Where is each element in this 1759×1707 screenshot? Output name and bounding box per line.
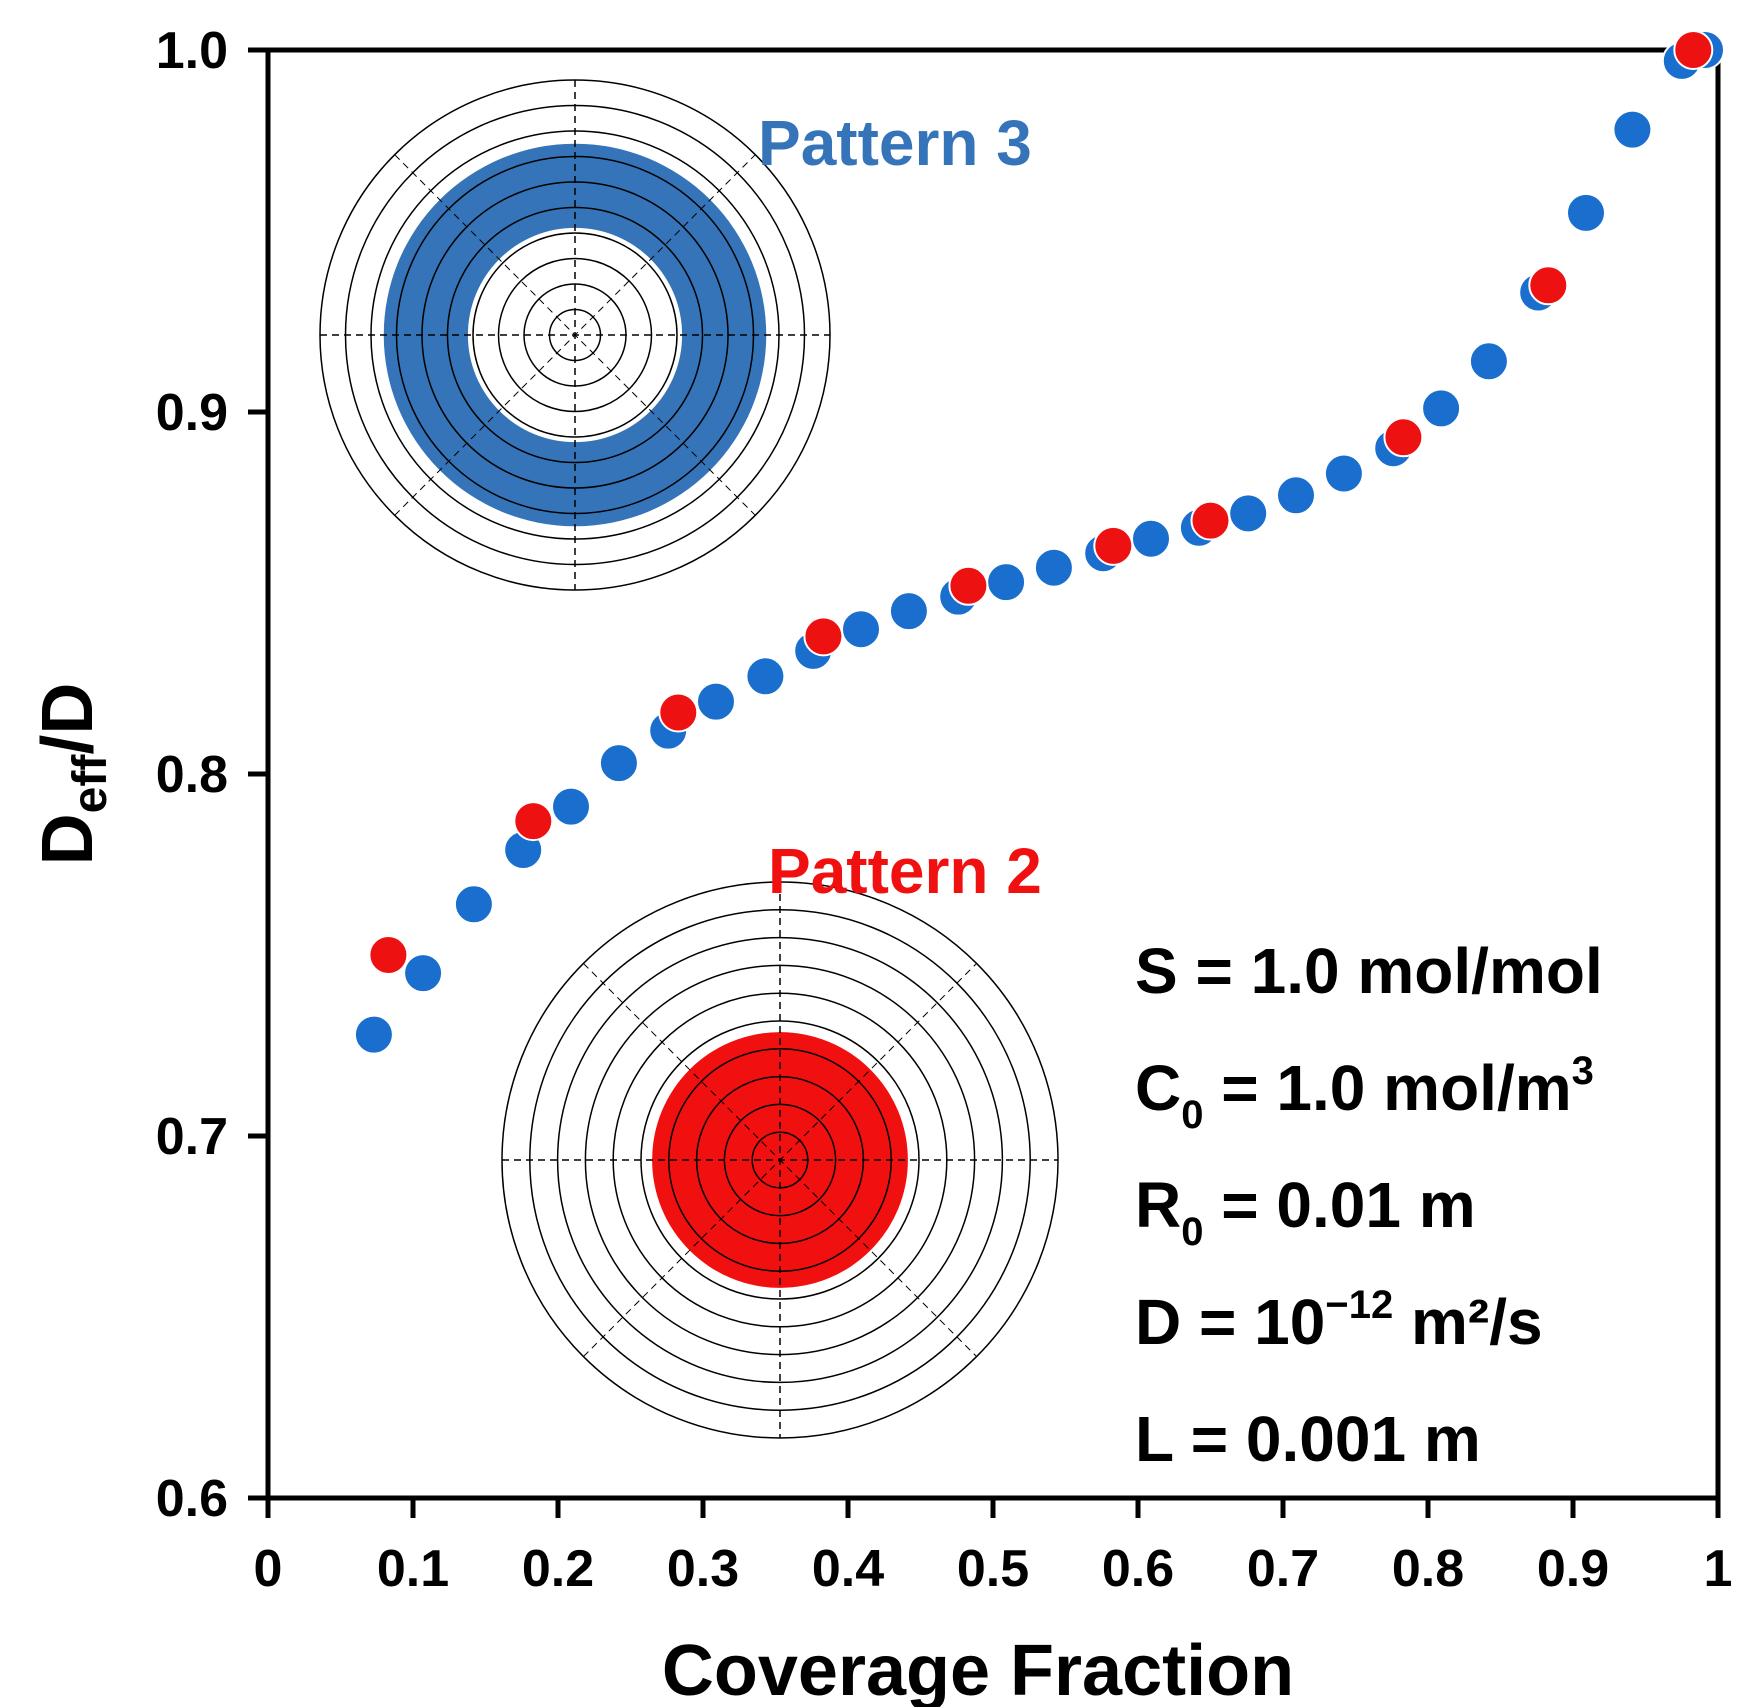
x-tick-label: 1 — [1704, 1540, 1733, 1598]
pattern2-point — [1093, 525, 1134, 566]
pattern3-point — [986, 562, 1027, 603]
pattern3-point — [1276, 475, 1316, 516]
x-tick-label: 0.9 — [1537, 1540, 1609, 1598]
pattern2-diagram — [501, 881, 1059, 1439]
pattern2-label: Pattern 2 — [768, 835, 1042, 907]
data-points — [353, 30, 1725, 1055]
pattern3-point — [888, 591, 929, 632]
y-tick-label: 1.0 — [156, 22, 228, 80]
pattern3-point — [745, 656, 786, 697]
pattern3-point — [598, 743, 639, 784]
pattern3-point — [841, 609, 881, 650]
pattern3-point — [696, 681, 736, 722]
pattern2-point — [803, 616, 844, 657]
pattern2-point — [948, 565, 989, 606]
y-tick-label: 0.8 — [156, 746, 228, 804]
pattern3-point — [453, 884, 494, 925]
pattern2-point — [1190, 500, 1231, 541]
pattern2-point — [368, 935, 409, 975]
pattern2-point — [658, 692, 699, 733]
x-tick-label: 0.8 — [1392, 1540, 1464, 1598]
pattern3-label: Pattern 3 — [758, 107, 1032, 179]
param-line: D = 10−12 m²/s — [1135, 1283, 1543, 1358]
pattern3-point — [1131, 518, 1171, 559]
y-tick-label: 0.9 — [156, 384, 228, 442]
x-tick-label: 0.7 — [1247, 1540, 1319, 1598]
pattern2-point — [1673, 30, 1714, 70]
pattern3-point — [1612, 109, 1653, 150]
y-tick-label: 0.7 — [156, 1108, 228, 1166]
tick-labels: 0 0.1 0.2 0.3 0.4 0.5 0.6 0.7 0.8 0.9 1 0.6 0.7 0.8 0.… — [156, 22, 1733, 1598]
x-tick-label: 0 — [254, 1540, 283, 1598]
x-tick-label: 0.6 — [1102, 1540, 1174, 1598]
axis-ticks — [248, 47, 1721, 1518]
parameter-block: S = 1.0 mol/mol C0 = 1.0 mol/m3 R0 = 0.01 … — [1135, 935, 1603, 1475]
param-line: L = 0.001 m — [1135, 1403, 1481, 1475]
y-axis-title: Deff/D — [28, 683, 117, 866]
y-tick-label: 0.6 — [156, 1470, 228, 1528]
pattern3-point — [353, 1014, 394, 1055]
y-axis-title-main: D — [28, 813, 108, 865]
target-ring — [497, 257, 653, 413]
pattern3-point — [1228, 493, 1269, 534]
target-ring — [446, 206, 704, 464]
pattern3-point — [1566, 192, 1606, 233]
target-ring — [472, 232, 678, 438]
x-tick-label: 0.4 — [812, 1540, 884, 1598]
pattern3-diagram — [319, 79, 831, 591]
target-ring — [556, 936, 1004, 1384]
x-tick-label: 0.3 — [667, 1540, 739, 1598]
pattern2-point — [1528, 265, 1569, 306]
param-line: S = 1.0 mol/mol — [1135, 935, 1603, 1007]
x-tick-label: 0.2 — [522, 1540, 594, 1598]
pattern3-point — [551, 786, 591, 827]
target-diag — [583, 963, 977, 1357]
x-tick-label: 0.1 — [377, 1540, 449, 1598]
param-line: C0 = 1.0 mol/m3 — [1135, 1049, 1594, 1137]
pattern3-point — [403, 953, 444, 994]
pattern3-point — [1421, 388, 1462, 429]
y-axis-title-tail: /D — [28, 683, 108, 755]
y-axis-title-sub: eff — [64, 754, 117, 814]
pattern3-point — [1323, 453, 1364, 494]
param-line: R0 = 0.01 m — [1135, 1169, 1476, 1254]
pattern2-point — [513, 801, 554, 842]
pattern2-point — [1383, 417, 1424, 458]
target-diag — [394, 154, 756, 516]
pattern3-point — [1468, 341, 1509, 382]
x-axis-title: Coverage Fraction — [662, 1631, 1294, 1707]
x-tick-label: 0.5 — [957, 1540, 1029, 1598]
pattern3-point — [1033, 547, 1074, 588]
